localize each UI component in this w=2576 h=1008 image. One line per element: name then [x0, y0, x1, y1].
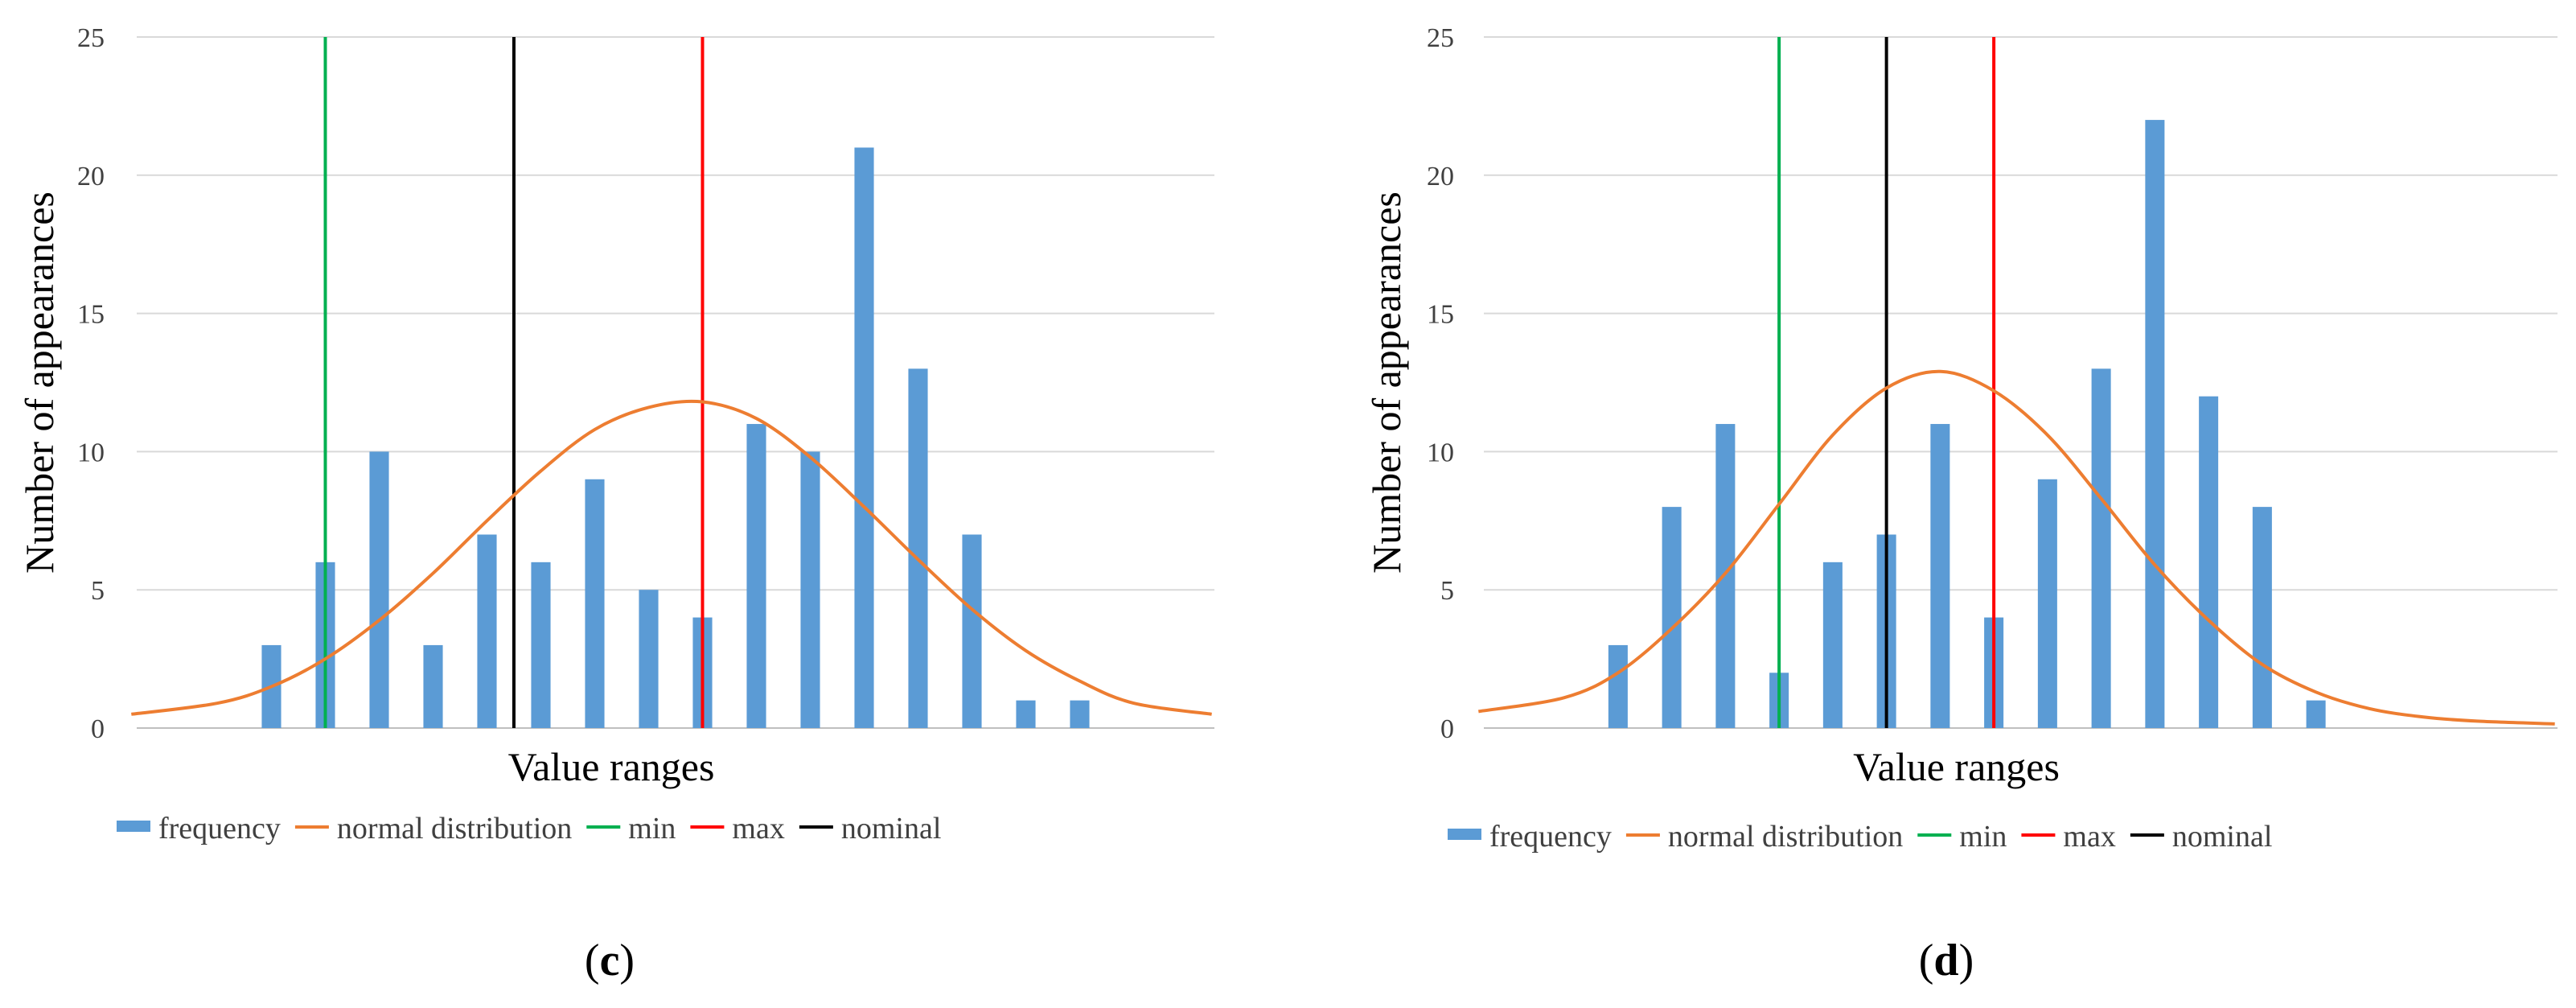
y-tick-label: 25: [1427, 23, 1454, 53]
frequency-bar: [908, 368, 928, 728]
legend-min-label: min: [1959, 820, 2007, 854]
frequency-bar: [1662, 507, 1682, 728]
y-tick-label: 10: [1427, 438, 1454, 467]
y-tick-label: 0: [1440, 714, 1454, 744]
x-axis-title: Value ranges: [1853, 744, 2060, 789]
frequency-bar: [369, 451, 389, 728]
legend-max-label: max: [2063, 820, 2115, 854]
normal-distribution-curve: [1478, 369, 2555, 726]
gridlines: [137, 36, 1214, 729]
frequency-bar: [2037, 479, 2057, 728]
legend-frequency-label: frequency: [1489, 820, 1612, 854]
y-tick-label: 15: [1427, 300, 1454, 330]
frequency-bar: [2091, 368, 2111, 728]
panel-label-c: (c): [585, 936, 635, 985]
frequency-bar: [2145, 120, 2165, 728]
reference-lines: [323, 37, 705, 728]
legend-frequency-swatch: [1448, 829, 1481, 840]
legend-nominal-label: nominal: [841, 812, 942, 845]
legend-min-label: min: [628, 812, 676, 845]
frequency-bar: [2306, 700, 2326, 728]
y-axis-title: Number of appearances: [1364, 191, 1409, 574]
legend-normal-label: normal distribution: [1668, 820, 1903, 854]
frequency-bar: [1070, 700, 1090, 728]
frequency-bar: [531, 562, 551, 728]
frequency-bar: [2199, 396, 2219, 728]
legend-max-label: max: [732, 812, 784, 845]
y-tick-label: 0: [91, 714, 105, 744]
frequency-bar: [477, 534, 497, 728]
frequency-bar: [854, 147, 874, 728]
y-tick-label: 20: [1427, 162, 1454, 191]
frequency-bar: [746, 424, 766, 728]
frequency-bar: [1715, 424, 1736, 728]
legend-frequency-swatch: [117, 821, 150, 832]
y-tick-labels: 0 5 10 15 20 25: [77, 23, 105, 744]
y-tick-label: 15: [77, 300, 105, 330]
legend-frequency-label: frequency: [158, 812, 281, 845]
y-axis-title: Number of appearances: [17, 191, 62, 574]
y-tick-label: 5: [91, 576, 105, 606]
normal-distribution-curve: [131, 399, 1212, 716]
frequency-bar: [1608, 644, 1628, 728]
gridlines: [1484, 36, 2558, 729]
x-axis-title: Value ranges: [508, 744, 715, 789]
frequency-bar: [1016, 700, 1036, 728]
chart-panel-d: 0 5 10 15 20 25 Number of appearances Value r…: [1364, 23, 2558, 985]
y-tick-labels: 0 5 10 15 20 25: [1427, 23, 1454, 744]
legend: frequency normal distribution min max no…: [117, 812, 941, 845]
y-tick-label: 10: [77, 438, 105, 467]
frequency-bar: [2252, 507, 2272, 728]
frequency-bar: [1930, 424, 1950, 728]
reference-lines: [1777, 37, 1996, 728]
y-tick-label: 20: [77, 162, 105, 191]
chart-panel-c: 0 5 10 15 20 25 Number of appearances Value r…: [17, 23, 1214, 985]
frequency-bars: [261, 147, 1090, 728]
y-tick-label: 5: [1440, 576, 1454, 606]
legend: frequency normal distribution min max no…: [1448, 820, 2272, 854]
frequency-bar: [423, 644, 443, 728]
legend-nominal-label: nominal: [2172, 820, 2273, 854]
frequency-bars: [1608, 120, 2326, 728]
frequency-bar: [639, 590, 659, 728]
panel-label-d: (d): [1919, 936, 1974, 985]
frequency-bar: [800, 451, 820, 728]
y-tick-label: 25: [77, 23, 105, 53]
frequency-bar: [585, 479, 605, 728]
frequency-bar: [1822, 562, 1843, 728]
frequency-bar: [962, 534, 982, 728]
legend-normal-label: normal distribution: [337, 812, 572, 845]
